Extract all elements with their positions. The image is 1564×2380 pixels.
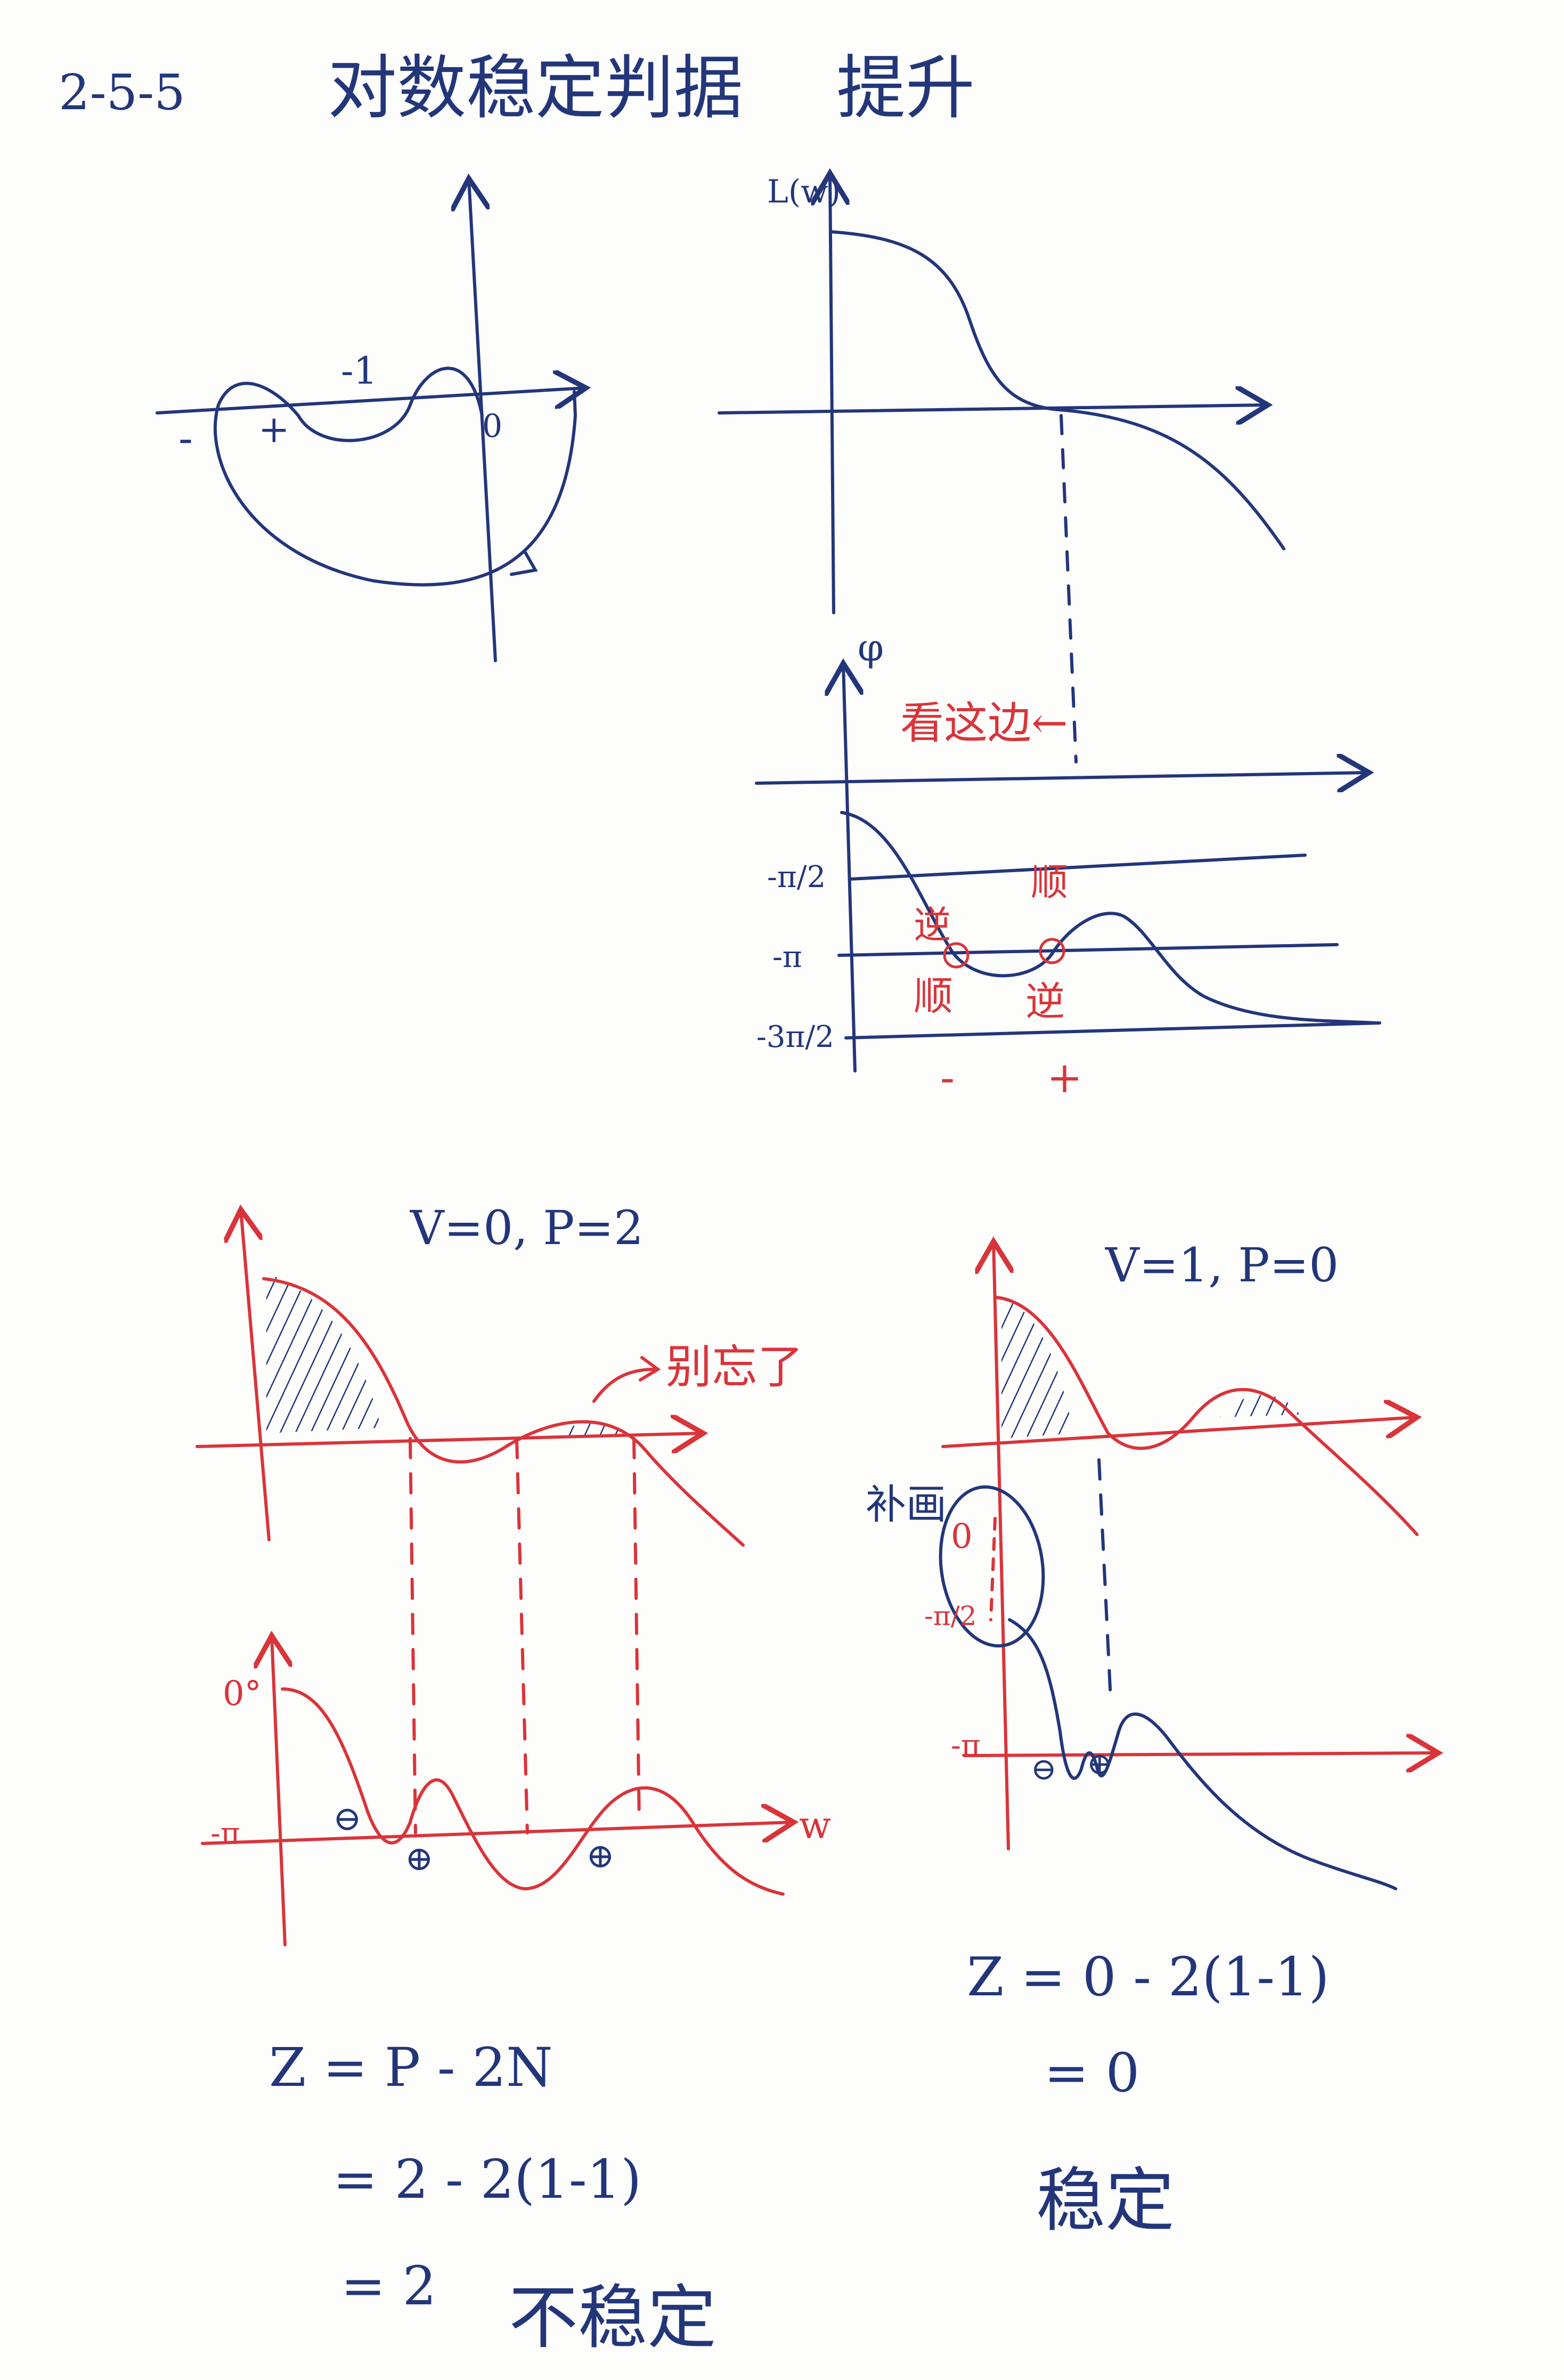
bode-top <box>718 173 1381 1073</box>
left-case-diagram <box>196 1209 794 1946</box>
bode-top-line-minus-3half-pi <box>844 1021 1381 1039</box>
nyquist-direction-arrow <box>510 550 538 576</box>
nyquist-label-plus: + <box>258 408 290 451</box>
left-case-phase-curve <box>281 1687 785 1896</box>
right-case-eq-2: = 0 <box>1044 2042 1139 2104</box>
left-case-phase-zero: 0° <box>223 1674 262 1713</box>
left-case-phase-pi: -π <box>210 1816 240 1851</box>
left-case-circle-plus-1: ⊕ <box>405 1839 434 1879</box>
nyquist-real-axis <box>156 388 586 415</box>
page-subtitle: 提升 <box>836 47 975 128</box>
nyquist-curve <box>214 367 577 587</box>
bode-top-phase-curve <box>840 811 1379 1025</box>
right-case-phase-pi-line <box>963 1753 1438 1756</box>
bode-top-crossover-dash <box>1060 414 1078 763</box>
bode-top-phase-label: φ <box>858 626 884 670</box>
right-case-phase-zero: 0 <box>951 1517 973 1556</box>
bode-top-line-minus-half-pi <box>848 854 1307 881</box>
right-case-mag-axis <box>993 1241 1008 1850</box>
page-title: 对数稳定判据 <box>328 47 743 128</box>
left-case-eq-1: Z = P - 2N <box>269 2036 553 2099</box>
right-case-verdict: 稳定 <box>1036 2160 1175 2241</box>
left-case-note-arrow <box>592 1368 657 1403</box>
left-case-hatch-1 <box>266 1273 381 1433</box>
bode-top-mag-label: L(w) <box>767 173 841 210</box>
left-case-note: 别忘了 <box>666 1341 803 1394</box>
bode-top-magnitude-curve <box>829 230 1285 550</box>
bode-top-tick-pi: -π <box>772 940 802 974</box>
right-case-hatch-2 <box>1220 1395 1300 1417</box>
left-case-mag-axis <box>241 1209 271 1541</box>
nyquist-imag-axis <box>469 178 497 662</box>
right-case-dash <box>1097 1458 1112 1701</box>
nyquist-label-zero: 0 <box>482 408 502 445</box>
left-case-eq-2: = 2 - 2(1-1) <box>333 2148 641 2211</box>
left-case-eq-3: = 2 <box>341 2255 436 2317</box>
bode-top-crossing-circle-1 <box>943 942 970 969</box>
left-case-dash-1 <box>409 1437 417 1834</box>
bode-top-line-minus-pi <box>837 943 1339 957</box>
left-case-circle-plus-2: ⊕ <box>586 1837 615 1876</box>
bode-top-annotation-shun-1: 顺 <box>914 973 953 1019</box>
left-case-freq-axis <box>196 1433 703 1447</box>
bode-top-annotation-shun-2: 顺 <box>1031 860 1068 904</box>
right-case-eq-1: Z = 0 - 2(1-1) <box>967 1946 1330 2008</box>
bode-top-freq-axis <box>718 405 1268 413</box>
nyquist-label-minus: - <box>178 413 193 463</box>
bode-top-sign-plus: + <box>1047 1053 1082 1102</box>
right-case-supplement-loop <box>939 1485 1045 1648</box>
left-case-axis-w: w <box>799 1804 831 1847</box>
bode-top-tick-half-pi: -π/2 <box>767 860 826 895</box>
left-case-phase-axis <box>272 1636 285 1946</box>
right-case-phase-half-pi: -π/2 <box>924 1601 976 1631</box>
left-case-note-arrowhead <box>639 1356 661 1382</box>
right-case-phase-pi: -π <box>951 1728 981 1763</box>
bode-top-sign-minus: - <box>940 1053 955 1102</box>
right-case-note: 补画 <box>866 1481 947 1528</box>
bode-top-phase-zero-line <box>755 773 1369 783</box>
left-case-params: V=0, P=2 <box>410 1200 643 1255</box>
nyquist-plot <box>156 178 586 662</box>
right-case-supplement-dash <box>989 1517 997 1621</box>
right-case-diagram <box>939 1241 1438 1890</box>
problem-number: 2-5-5 <box>59 64 185 121</box>
right-case-phase-curve <box>1008 1618 1397 1890</box>
bode-top-phase-axis <box>843 663 855 1073</box>
bode-top-annotation-ni-1: 逆 <box>914 903 951 947</box>
bode-top-crossing-circle-2 <box>1039 938 1065 964</box>
right-case-params: V=1, P=0 <box>1105 1238 1339 1293</box>
bode-top-mag-axis <box>830 173 834 614</box>
left-case-verdict: 不稳定 <box>509 2277 716 2358</box>
right-case-circle-minus: ⊖ <box>1031 1751 1057 1787</box>
bode-top-tick-3half-pi: -3π/2 <box>756 1020 834 1054</box>
left-case-magnitude-curve <box>262 1277 745 1547</box>
header: 2-5-5 对数稳定判据 提升 <box>59 47 975 128</box>
left-case-circle-minus: ⊖ <box>333 1799 362 1839</box>
right-case-hatch-1 <box>1001 1297 1073 1439</box>
bode-top-note: 看这边← <box>900 698 1068 749</box>
right-case-circle-plus: ⊕ <box>1087 1745 1113 1782</box>
bode-top-annotation-ni-2: 逆 <box>1025 979 1065 1025</box>
left-case-dash-3 <box>632 1437 641 1824</box>
nyquist-label-minus1: -1 <box>341 349 377 393</box>
left-case-dash-2 <box>515 1437 529 1834</box>
right-case-magnitude-curve <box>995 1296 1419 1536</box>
